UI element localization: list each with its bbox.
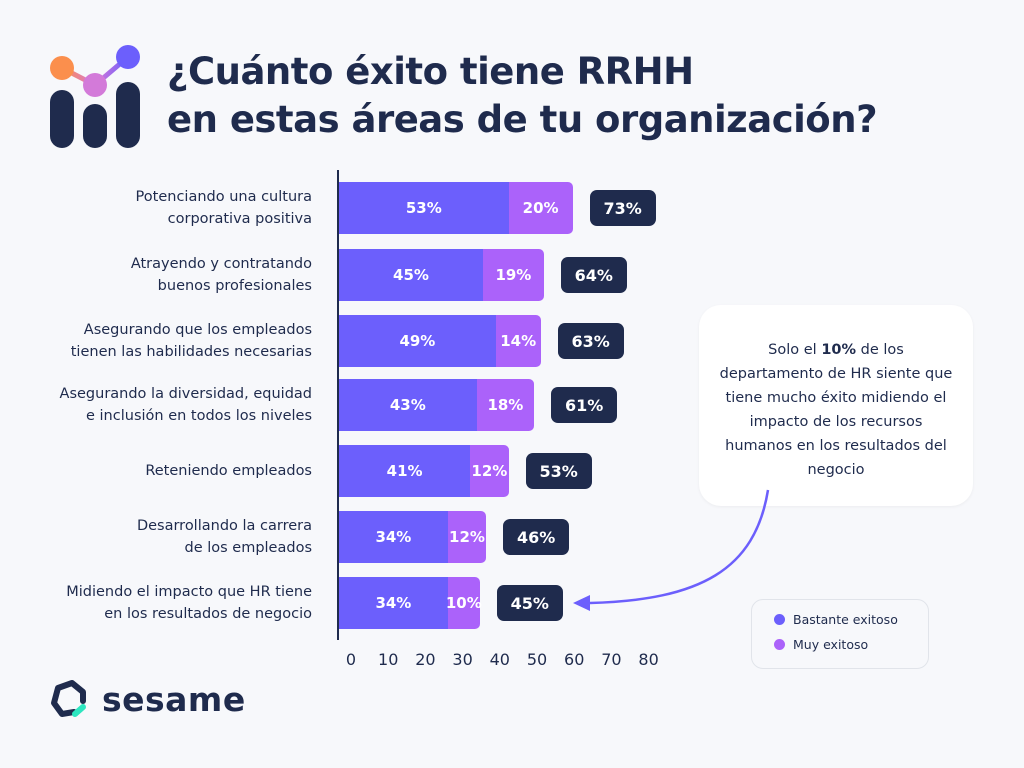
bar-muy-exitoso: 20%	[508, 182, 573, 234]
category-label: Midiendo el impacto que HR tiene en los …	[66, 584, 312, 622]
x-tick-label: 40	[489, 650, 510, 669]
legend: Bastante exitoso Muy exitoso	[751, 599, 929, 669]
legend-label: Muy exitoso	[793, 637, 869, 652]
sesame-logo-icon	[51, 680, 86, 717]
total-badge: 64%	[560, 257, 627, 293]
x-tick-label: 0	[345, 650, 357, 669]
bar-bastante-exitoso: 45%	[339, 249, 483, 301]
bar-muy-exitoso: 10%	[446, 577, 482, 629]
total-badge: 46%	[503, 519, 570, 555]
bar-muy-exitoso: 19%	[483, 249, 544, 301]
callout-post: de los departamento de HR siente que tie…	[719, 342, 953, 478]
bar-muy-exitoso: 12%	[470, 445, 509, 497]
total-badge: 53%	[525, 453, 592, 489]
x-tick-label: 70	[601, 650, 622, 669]
brand-name: sesame	[102, 679, 246, 719]
bar-bastante-exitoso: 34%	[339, 577, 448, 629]
bar-bastante-exitoso: 49%	[339, 315, 496, 367]
callout-box: Solo el 10% de los departamento de HR si…	[699, 305, 973, 506]
bar-bastante-exitoso: 41%	[339, 445, 471, 497]
total-badge: 61%	[551, 387, 618, 423]
x-tick-label: 10	[378, 650, 399, 669]
total-badge: 63%	[557, 323, 624, 359]
category-label: Reteniendo empleados	[145, 463, 312, 479]
legend-label: Bastante exitoso	[793, 612, 898, 627]
category-label: Atrayendo y contratando buenos profesion…	[130, 256, 312, 294]
x-tick-label: 80	[638, 650, 659, 669]
bar-bastante-exitoso: 43%	[339, 379, 477, 431]
title-line-1: ¿Cuánto éxito tiene RRHH	[167, 50, 694, 93]
page-title: ¿Cuánto éxito tiene RRHH en estas áreas …	[167, 48, 878, 144]
y-axis-line	[337, 170, 339, 640]
chart-logo-icon	[50, 45, 140, 148]
x-tick-label: 60	[564, 650, 585, 669]
legend-item-bastante: Bastante exitoso	[774, 612, 898, 627]
x-tick-label: 50	[526, 650, 548, 669]
bar-bastante-exitoso: 34%	[339, 511, 448, 563]
brand-logo: sesame	[50, 679, 246, 719]
x-tick-label: 20	[415, 650, 436, 669]
total-badge: 73%	[589, 190, 656, 226]
x-tick-label: 30	[452, 650, 473, 669]
category-label: Desarrollando la carrera de los empleado…	[136, 518, 312, 556]
callout-pre: Solo el	[768, 342, 822, 358]
bar-muy-exitoso: 12%	[447, 511, 487, 563]
bar-muy-exitoso: 18%	[476, 379, 535, 431]
legend-swatch	[774, 614, 785, 625]
legend-swatch	[774, 639, 785, 650]
callout-highlight: 10%	[821, 342, 857, 358]
total-badge: 45%	[496, 585, 563, 621]
title-line-2: en estas áreas de tu organización?	[167, 98, 878, 141]
callout-text: Solo el 10% de los departamento de HR si…	[719, 338, 953, 482]
bar-bastante-exitoso: 53%	[339, 182, 509, 234]
category-label: Potenciando una cultura corporativa posi…	[135, 189, 312, 227]
category-label: Asegurando la diversidad, equidad e incl…	[59, 386, 312, 424]
bar-muy-exitoso: 14%	[495, 315, 541, 367]
legend-item-muy: Muy exitoso	[774, 637, 868, 652]
category-label: Asegurando que los empleados tienen las …	[70, 322, 312, 360]
